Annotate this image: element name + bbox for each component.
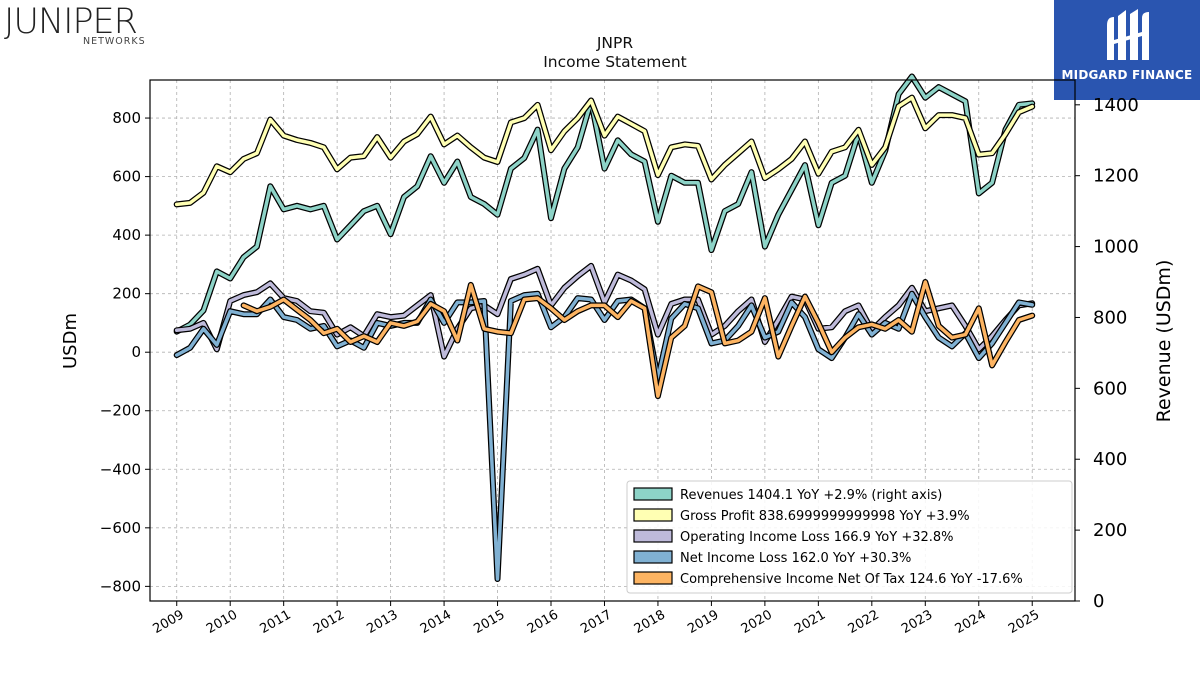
y-right-tick-label: 1000 (1093, 237, 1139, 258)
x-tick-label: 2025 (1006, 607, 1042, 637)
legend-label: Comprehensive Income Net Of Tax 124.6 Yo… (680, 572, 1023, 587)
x-tick-label: 2021 (792, 607, 828, 637)
juniper-logo-word: JUNIPER (4, 2, 138, 42)
legend-label: Net Income Loss 162.0 YoY +30.3% (680, 551, 911, 566)
x-tick-label: 2022 (846, 607, 882, 637)
x-tick-label: 2015 (471, 607, 507, 637)
legend-swatch (633, 529, 673, 543)
legend-label: Revenues 1404.1 YoY +2.9% (right axis) (680, 488, 942, 503)
y-left-tick-label: 400 (112, 226, 141, 244)
y-left-tick-label: −400 (100, 460, 141, 478)
x-tick-label: 2011 (258, 607, 294, 637)
x-tick-label: 2016 (525, 607, 561, 637)
legend-box (626, 480, 1073, 594)
y-right-tick-label: 1200 (1093, 166, 1139, 187)
y-left-tick-label: −600 (100, 519, 141, 537)
y-right-tick-label: 400 (1093, 449, 1127, 470)
x-tick-label: 2019 (685, 607, 721, 637)
y-left-tick-label: −800 (100, 577, 141, 595)
series-line-4 (241, 280, 1034, 398)
legend-label: Gross Profit 838.6999999999998 YoY +3.9% (680, 509, 970, 524)
y-right-tick-label: 1400 (1093, 95, 1139, 116)
y-right-tick-label: 0 (1093, 591, 1104, 612)
midgard-logo-text: MIDGARD FINANCE (1061, 68, 1193, 82)
x-tick-label: 2020 (739, 607, 775, 637)
series-line-0 (174, 74, 1034, 334)
plot-frame (149, 79, 1076, 602)
legend-swatch (633, 508, 673, 522)
chart-subtitle: Income Statement (543, 53, 687, 71)
x-tick-label: 2013 (364, 607, 400, 637)
x-tick-label: 2023 (899, 607, 935, 637)
legend-swatch (633, 487, 673, 501)
x-tick-label: 2009 (151, 607, 187, 637)
y-right-tick-label: 200 (1093, 520, 1127, 541)
y-right-axis-title: Revenue (USDm) (1153, 260, 1175, 423)
x-tick-label: 2017 (578, 607, 614, 637)
legend-swatch (633, 571, 673, 585)
y-left-tick-label: 0 (131, 343, 141, 361)
x-tick-label: 2010 (204, 607, 240, 637)
legend-label: Operating Income Loss 166.9 YoY +32.8% (680, 530, 954, 545)
axis-layer: −800 −600 −400 −200 0 200 400 600 800 0 200 400 600 8… (60, 95, 1175, 637)
juniper-logo: JUNIPER NETWORKS (4, 2, 164, 50)
y-left-tick-label: 600 (112, 168, 141, 186)
y-right-tick-label: 600 (1093, 378, 1127, 399)
chart-title: JNPR (596, 34, 634, 52)
y-left-tick-label: −200 (100, 402, 141, 420)
x-tick-label: 2014 (418, 607, 454, 637)
juniper-logo-sub: NETWORKS (83, 36, 146, 47)
x-tick-label: 2018 (632, 607, 668, 637)
series-line-1 (174, 95, 1034, 207)
legend: Revenues 1404.1 YoY +2.9% (right axis) Gr… (626, 480, 1073, 594)
y-left-tick-label: 800 (112, 109, 141, 127)
x-tick-label: 2012 (311, 607, 347, 637)
midgard-emblem-icon (1107, 9, 1149, 60)
y-left-axis-title: USDm (60, 313, 81, 369)
series-layer (173, 73, 1036, 582)
legend-swatch (633, 550, 673, 564)
x-tick-label: 2024 (953, 607, 989, 637)
y-right-tick-label: 800 (1093, 307, 1127, 328)
y-left-tick-label: 200 (112, 285, 141, 303)
midgard-logo: MIDGARD FINANCE (1054, 0, 1200, 100)
series-outline-0 (173, 73, 1036, 335)
